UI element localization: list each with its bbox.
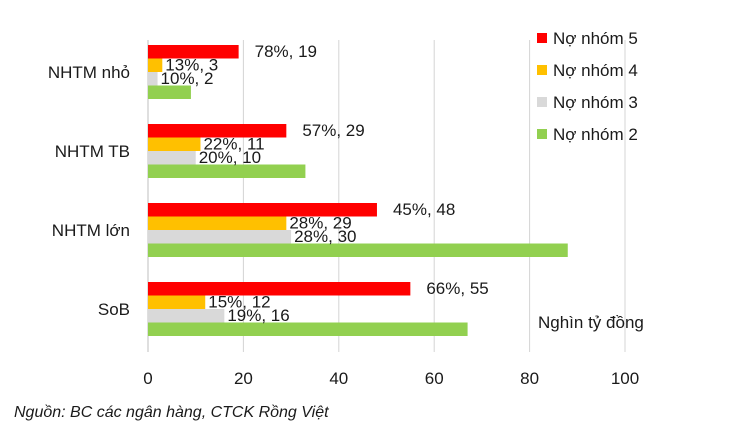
x-tick-label: 60 [425,369,444,388]
legend-entry: Nợ nhóm 5 [553,29,638,48]
data-label: 13%, 3 [165,56,218,75]
bar-sob-s1 [148,282,411,296]
unit-label: Nghìn tỷ đồng [538,313,644,332]
bar-medium-s4 [148,164,306,178]
bar-sob-s4 [148,322,468,336]
data-label: 22%, 11 [203,135,264,154]
category-labels: NHTM nhỏ NHTM TB NHTM lớn SoB [48,63,130,319]
bar-sob-s2 [148,295,206,309]
legend-swatch [537,33,547,43]
bar-large-s1 [148,203,377,217]
bar-small-s3 [148,72,158,86]
data-label: 20%, 10 [199,148,261,167]
data-label: 15%, 12 [208,293,270,312]
data-label: 57%, 29 [302,121,364,140]
bar-medium-s3 [148,151,196,165]
legend: Nợ nhóm 5 Nợ nhóm 4 Nợ nhóm 3 Nợ nhóm 2 [537,29,638,144]
x-tick-labels: 0 20 40 60 80 100 [143,369,639,388]
data-label: 78%, 19 [255,42,317,61]
category-label-sob: SoB [98,300,130,319]
bar-medium-s2 [148,137,201,151]
legend-entry: Nợ nhóm 3 [553,93,638,112]
x-tick-label: 100 [611,369,639,388]
x-tick-label: 20 [234,369,253,388]
bar-small-s2 [148,58,163,72]
data-label: 19%, 16 [227,306,289,325]
x-tick-label: 0 [143,369,152,388]
data-label: 28%, 30 [294,227,356,246]
bar-large-s3 [148,230,292,244]
legend-entry: Nợ nhóm 2 [553,125,638,144]
legend-swatch [537,129,547,139]
bar-sob-s3 [148,309,225,323]
source-note: Nguồn: BC các ngân hàng, CTCK Rồng Việt [14,404,329,421]
bars [148,45,568,336]
data-label: 28%, 29 [289,214,351,233]
bar-large-s2 [148,216,287,230]
bar-large-s4 [148,243,568,257]
x-tick-label: 80 [520,369,539,388]
legend-entry: Nợ nhóm 4 [553,61,638,80]
legend-swatch [537,65,547,75]
bar-small-s4 [148,85,191,99]
x-tick-label: 40 [329,369,348,388]
legend-swatch [537,97,547,107]
category-label-small: NHTM nhỏ [48,63,130,82]
data-label: 66%, 55 [426,279,488,298]
data-label: 10%, 2 [161,69,214,88]
bar-medium-s1 [148,124,287,138]
category-label-medium: NHTM TB [55,142,130,161]
bar-small-s1 [148,45,239,59]
data-label: 45%, 48 [393,200,455,219]
category-label-large: NHTM lớn [52,221,130,240]
